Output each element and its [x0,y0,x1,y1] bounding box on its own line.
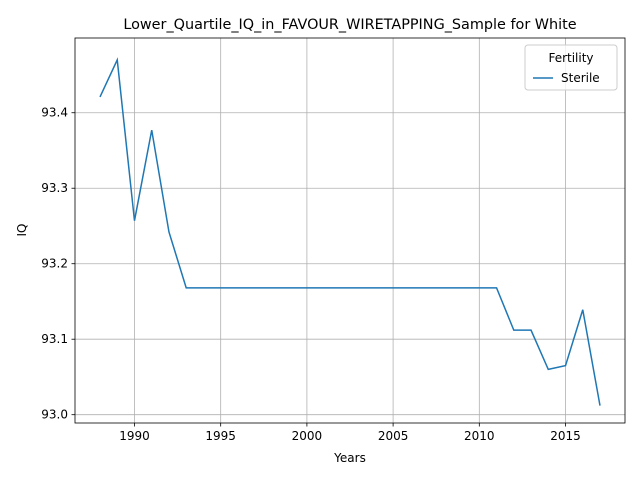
data-line [99,57,601,406]
x-tick-label: 2015 [550,429,581,443]
x-tick-label: 2010 [464,429,495,443]
legend-title: Fertility [548,51,593,65]
y-tick-label: 93.3 [41,181,68,195]
y-tick-label: 93.0 [41,408,68,422]
y-axis-label: IQ [15,224,29,237]
plot-frame [74,37,626,424]
legend-label: Sterile [561,71,600,85]
y-tick-label: 93.4 [41,106,68,120]
x-tick-label: 1990 [119,429,150,443]
y-tick-label: 93.1 [41,332,68,346]
x-tick-label: 2005 [378,429,409,443]
y-tick-label: 93.2 [41,257,68,271]
chart-title: Lower_Quartile_IQ_in_FAVOUR_WIRETAPPING_… [123,17,576,33]
x-axis-label: Years [333,451,366,465]
x-tick-label: 1995 [205,429,236,443]
x-tick-label: 2000 [292,429,323,443]
